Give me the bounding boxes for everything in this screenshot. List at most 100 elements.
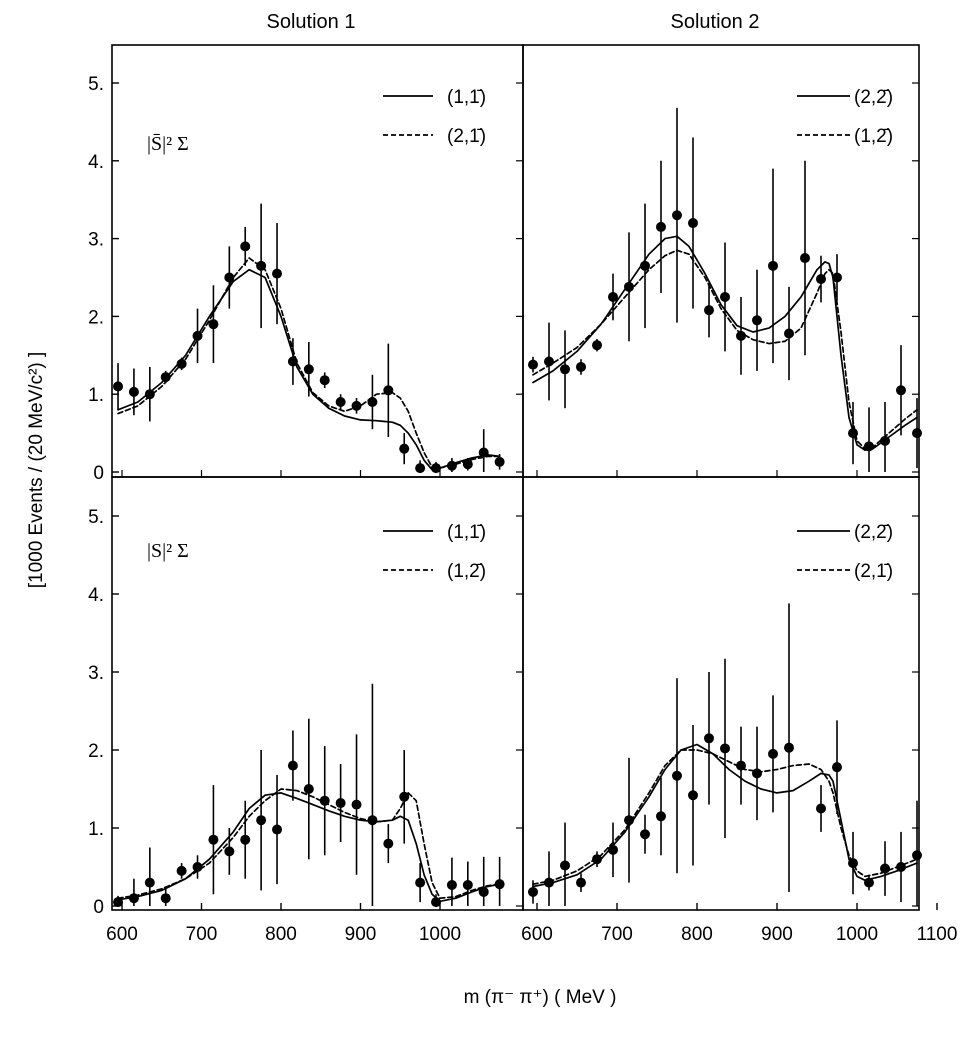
data-point [592,854,602,865]
data-point [287,356,298,367]
panel-label: |S|² Σ [147,540,189,562]
data-point [319,375,330,386]
data-point [478,886,489,897]
y-tick-label: 0 [93,463,104,484]
data-point [478,447,489,458]
data-point [624,281,634,292]
data-point [784,328,794,339]
x-axis-title: m (π⁻ π⁺) ( MeV ) [464,987,617,1008]
panel-frame [111,44,524,478]
y-tick-label: 1. [88,819,104,840]
data-point [736,330,746,341]
data-point [656,811,666,822]
data-point [287,760,298,771]
data-point [752,768,762,779]
panel-bottom-left: 0 1. 2. 3. 4. 5. 600 700 800 900 1000 (1,1̄) (1,2̄) |… [88,476,524,945]
x-tick-label: 800 [265,924,297,945]
y-tick-label: 1. [88,385,104,406]
data-point [208,834,219,845]
panel-top-left: 0 1. 2. 3. 4. 5. (1,1̄) (2,1̄) |S̄|² Σ [88,44,524,484]
data-point [335,396,346,407]
data-point [720,743,730,754]
data-point [256,260,267,271]
data-point [736,760,746,771]
data-point [544,877,554,888]
data-point [160,893,171,904]
data-point [351,799,362,810]
x-tick-label: 700 [186,924,218,945]
data-point [113,897,124,908]
x-tick-label: 900 [761,924,793,945]
column-title-solution-1: Solution 1 [267,11,356,33]
data-point [896,385,906,396]
data-point [816,803,826,814]
data-point [431,897,442,908]
y-tick-label: 3. [88,230,104,251]
data-point [720,291,730,302]
x-tick-label: 1000 [836,924,878,945]
data-point [848,428,858,439]
data-point [912,428,922,439]
data-point [272,824,283,835]
legend-entry: (1,2̄) [447,561,486,582]
data-point [832,762,842,773]
data-point [144,389,155,400]
data-point [704,305,714,316]
data-point [303,784,314,794]
data-point [528,359,538,370]
data-point [446,460,457,471]
data-point [544,356,554,367]
data-point [784,742,794,753]
data-point [383,838,394,849]
x-tick-label: 700 [601,924,633,945]
data-point [800,253,810,264]
data-point [576,361,586,372]
y-axis-title: [1000 Events / (20 MeV/c²) ] [26,352,47,589]
data-point [367,815,378,826]
data-point [560,364,570,375]
data-point [383,385,394,396]
y-tick-label: 2. [88,307,104,328]
data-point [494,456,505,467]
data-point [415,877,426,888]
data-point [192,330,203,341]
x-tick-label: 900 [345,924,377,945]
legend-entry: (1,2̄) [854,126,893,147]
y-tick-label: 3. [88,663,104,684]
data-point [672,770,682,781]
data-point [224,846,235,857]
data-point [272,268,283,279]
data-point [704,733,714,744]
data-point [768,748,778,759]
data-point [176,865,187,876]
legend-entry: (2,1̄) [854,561,893,582]
data-point [672,210,682,221]
data-point [446,879,457,890]
data-point [113,381,124,392]
fit-curve-solid [532,235,918,452]
x-tick-label: 1100 [917,924,958,945]
data-point [224,272,235,283]
legend-entry: (2,1̄) [447,126,486,147]
data-point [608,844,618,855]
legend-entry: (1,1̄) [447,522,486,543]
data-point [848,858,858,869]
data-point [560,860,570,871]
data-point [192,862,203,872]
panel-frame [522,476,920,911]
y-tick-label: 2. [88,741,104,762]
legend-entry: (1,1̄) [447,87,486,108]
data-point [335,798,346,809]
data-point [768,260,778,271]
data-point [144,877,155,888]
data-point [208,319,219,330]
y-tick-label: 4. [88,152,104,173]
y-tick-label: 5. [88,507,104,528]
data-point [494,879,505,890]
data-point [880,435,890,446]
data-point [624,815,634,826]
data-point [880,863,890,874]
x-tick-label: 600 [521,924,553,945]
panel-label: |S̄|² Σ [147,133,189,155]
